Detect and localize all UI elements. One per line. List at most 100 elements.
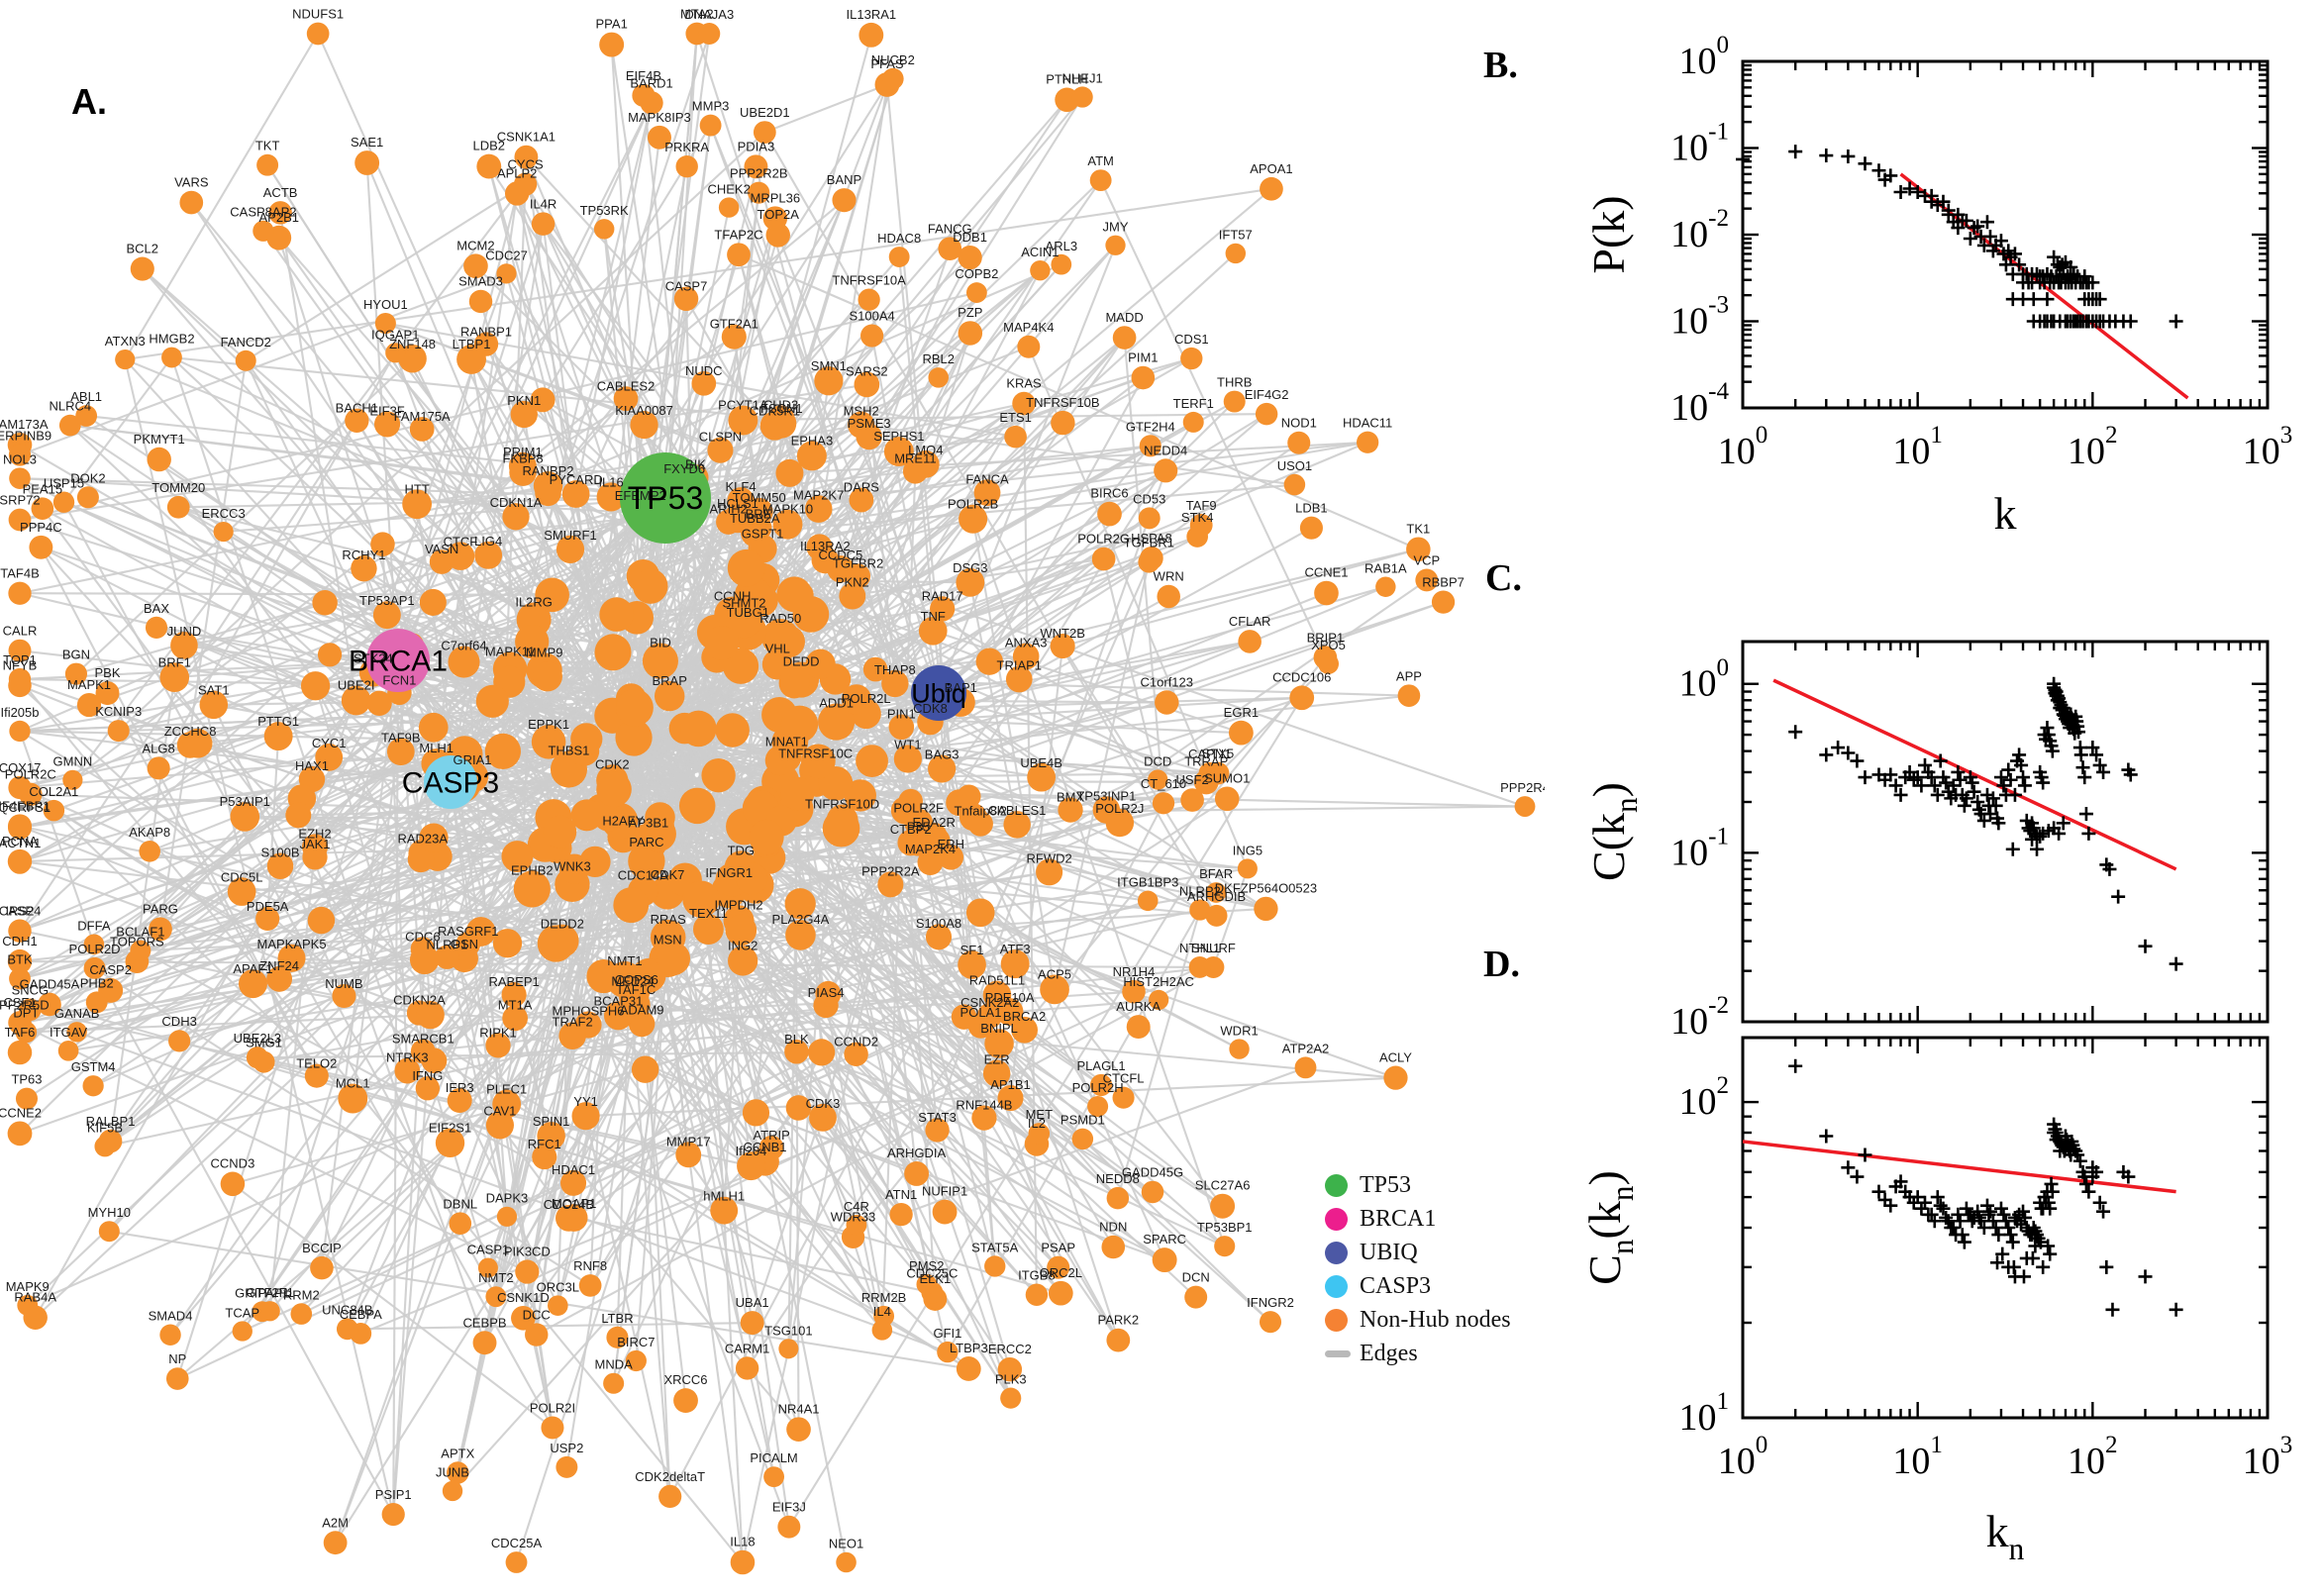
network-node-label: TK1 [1406,522,1430,537]
network-node-label: ZNF148 [389,337,436,351]
network-node [613,887,650,924]
network-node [23,1305,48,1330]
network-edge [644,809,906,1070]
network-node [918,616,948,646]
legend-item-tp53: TP53 [1325,1168,1511,1202]
network-edge [124,33,320,360]
network-node-label: CASP1 [467,1243,510,1257]
network-node [449,1212,472,1236]
network-node [1141,1180,1164,1204]
network-node [475,684,509,718]
data-point-marker [2001,1221,2016,1235]
network-node [973,479,1001,507]
network-node-label: PIM1 [1128,350,1158,365]
network-node [1092,796,1121,824]
network-node [525,1323,549,1347]
network-edge [301,797,634,997]
network-node-label: TOP2A [758,207,800,222]
data-point-marker [1951,221,1966,236]
network-node-label: RAD51L1 [969,973,1025,988]
network-node-label: S100A8 [916,916,961,931]
network-node-label: CDC14B [544,1197,594,1212]
network-node-label: GTF2H4 [1126,419,1175,434]
network-node-label: NEDD4 [1144,443,1187,457]
network-node [1048,1280,1073,1306]
network-node-label: IL4R [530,196,556,211]
network-node-label: POLA1 [960,1005,1002,1020]
network-node-label: BAX [144,601,169,616]
network-node-label: UBA1 [736,1295,769,1310]
data-point-marker [1736,151,1750,166]
network-node-label: CCND3 [211,1156,255,1171]
network-node [925,1118,950,1143]
network-node [7,948,33,974]
data-point-marker [1988,1221,2003,1235]
network-edge [971,519,1057,990]
network-node [957,784,981,809]
network-node-label: ETS1 [999,410,1032,425]
network-node [1155,690,1179,715]
network-node [984,1255,1006,1277]
network-edge [741,810,906,1563]
network-node-label: Ifi204 [736,1144,767,1158]
network-node-label: WRN [1154,569,1184,584]
network-edge [19,827,842,1026]
network-node [1205,882,1227,903]
network-node [530,387,556,413]
data-point-marker [2089,748,2104,762]
network-node-label: HDAC8 [877,231,921,246]
network-edge [277,237,453,783]
data-point-marker [1996,1207,2011,1222]
network-node [725,914,758,947]
network-node [860,324,884,348]
network-node-label: TNF [921,609,946,624]
data-point-marker [2096,764,2111,779]
network-node-label: PBK [95,665,121,680]
network-node [844,1042,868,1066]
network-node-label: POLR2F [893,801,944,816]
y-tick-label: 100 [1678,654,1729,705]
network-node-label: TAF6 [5,1025,36,1040]
network-node-label: ALG8 [143,741,175,755]
network-node-label: CCNH [714,589,752,604]
network-edge [699,899,790,1528]
network-node-label: AP2B1 [259,210,299,225]
network-node [984,1029,1014,1058]
panel-d-label: D. [1483,944,1520,985]
network-node [997,1085,1024,1112]
network-node-label: CAPN1 [1188,747,1231,761]
network-node-label: MLH1 [419,741,454,755]
network-edge [125,187,1272,361]
network-node-label: AKAP8 [129,825,170,840]
network-node-label: NEO1 [829,1537,863,1551]
network-node [707,437,734,463]
network-edge [763,83,888,134]
network-node [537,925,575,962]
network-edge [547,253,740,487]
network-node [62,769,83,790]
data-point-marker [1939,775,1954,790]
network-node [1214,786,1240,812]
network-node [1000,1387,1022,1409]
network-node-label: PCYT1A [718,398,768,413]
network-node-label: TRRAP [1184,753,1228,768]
network-node [1012,643,1040,670]
network-node [277,944,306,972]
y-tick-label: 10-1 [1670,119,1729,169]
network-node [579,846,611,878]
network-node-label: TOPORS [110,934,164,948]
network-node-label: DBNL [443,1196,477,1211]
network-edge [572,795,970,1184]
network-node-label: BIK [685,456,706,471]
data-point-marker [1819,1129,1834,1144]
network-node-label: TAF1C [616,982,656,997]
network-node-label: C4R [844,1199,869,1214]
network-node [485,1286,507,1308]
data-point-marker [2105,1302,2120,1317]
network-node [1237,858,1258,879]
data-point-marker [2040,721,2055,736]
network-node [854,371,880,398]
network-node-label: PARG [143,901,178,916]
network-node-label: HAX1 [295,758,329,773]
